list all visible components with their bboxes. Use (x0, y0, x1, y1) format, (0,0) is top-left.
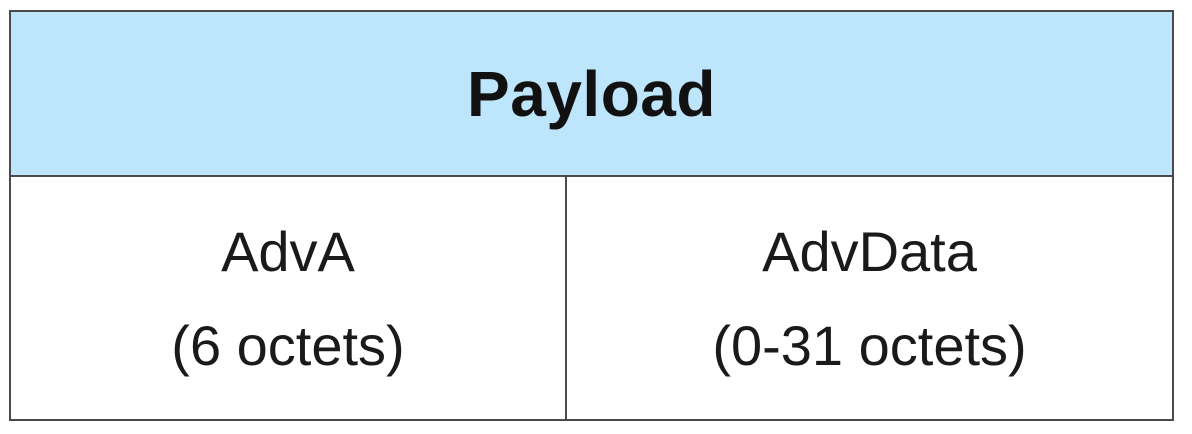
field-adva-size: (6 octets) (171, 314, 405, 377)
field-advdata-size: (0-31 octets) (712, 314, 1027, 377)
payload-title: Payload (467, 57, 716, 130)
payload-diagram: Payload AdvA (6 octets) AdvData (0-31 oc… (9, 10, 1174, 421)
payload-header: Payload (11, 12, 1172, 177)
payload-fields-row: AdvA (6 octets) AdvData (0-31 octets) (11, 177, 1172, 421)
field-advdata-name: AdvData (762, 220, 977, 283)
field-advdata-cell: AdvData (0-31 octets) (567, 177, 1172, 421)
field-adva-cell: AdvA (6 octets) (11, 177, 567, 421)
field-adva-name: AdvA (221, 220, 355, 283)
